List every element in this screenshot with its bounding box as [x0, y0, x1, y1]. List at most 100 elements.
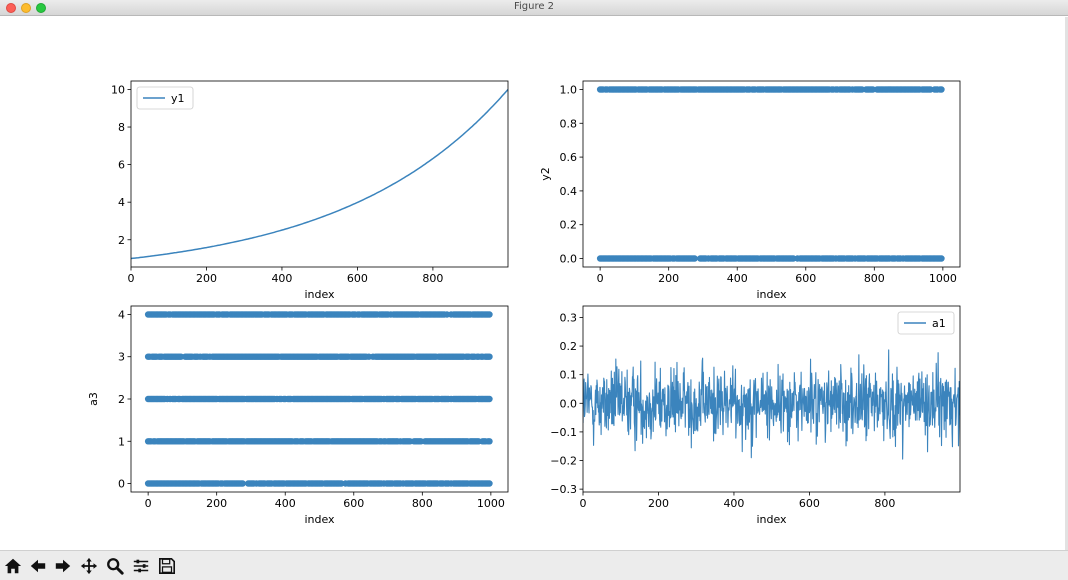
x-tick-label: 0: [580, 497, 587, 510]
legend-entry: y1: [171, 92, 185, 105]
plot-area: [131, 88, 508, 260]
x-tick-label: 0: [145, 497, 152, 510]
y-tick-label: −0.1: [550, 426, 577, 439]
pan-button[interactable]: [78, 555, 100, 577]
x-tick-label: 200: [648, 497, 669, 510]
x-axis-label: index: [304, 288, 335, 301]
scatter-level-0: [596, 255, 945, 262]
magnifier-icon: [107, 558, 124, 575]
x-tick-label: 800: [422, 272, 443, 285]
subplot-1: 0 200 400 600 800 2 4 6 8 10 index y1: [111, 80, 509, 301]
y-tick-label: −0.3: [550, 483, 577, 496]
sliders-icon: [133, 559, 149, 573]
x-tick-label: 200: [196, 272, 217, 285]
y-tick-label: 0.0: [560, 397, 578, 410]
scatter-level-1: [144, 438, 493, 445]
scatter-point: [239, 480, 246, 487]
scatter-level-4: [144, 311, 493, 318]
x-axis-label: index: [304, 513, 335, 526]
y-tick-label: 1.0: [560, 83, 578, 96]
scatter-point: [486, 438, 493, 445]
zoom-button[interactable]: [104, 555, 126, 577]
configure-subplots-button[interactable]: [130, 555, 152, 577]
series-line-y1: [131, 88, 508, 260]
y-tick-label: 4: [118, 196, 125, 209]
scatter-level-1: [596, 86, 945, 93]
x-tick-label: 600: [347, 272, 368, 285]
x-tick-label: 800: [412, 497, 433, 510]
y-tick-label: 4: [118, 308, 125, 321]
scatter-level-3: [144, 353, 493, 360]
legend: a1: [897, 311, 955, 335]
move-icon: [80, 557, 98, 575]
x-tick-label: 800: [874, 497, 895, 510]
navigation-toolbar: [0, 550, 1068, 580]
axes-frame: [582, 305, 961, 493]
plot-area: [596, 86, 945, 262]
home-icon: [4, 558, 22, 574]
x-tick-label: 400: [727, 272, 748, 285]
y-tick-label: 6: [118, 159, 125, 172]
forward-button[interactable]: [52, 555, 74, 577]
save-button[interactable]: [156, 555, 178, 577]
scatter-level-0: [144, 480, 493, 487]
scatter-point: [486, 353, 493, 360]
x-tick-label: 200: [206, 497, 227, 510]
x-tick-label: 600: [343, 497, 364, 510]
arrow-right-icon: [55, 559, 71, 573]
x-axis-label: index: [756, 288, 787, 301]
y-tick-label: 0: [118, 478, 125, 491]
scatter-point: [486, 311, 493, 318]
y-tick-label: 0.2: [560, 219, 578, 232]
scatter-point: [938, 86, 945, 93]
x-tick-label: 0: [128, 272, 135, 285]
back-button[interactable]: [27, 555, 49, 577]
scatter-level-2: [144, 395, 493, 403]
scatter-point: [486, 480, 493, 487]
subplot-2: 0 200 400 600 800 1000 0.0 0.2 0.4 0.6 0.8 1.0 index…: [539, 80, 961, 301]
y-tick-label: 0.2: [560, 340, 578, 353]
y-tick-label: 0.3: [560, 311, 578, 324]
y-tick-label: 2: [118, 234, 125, 247]
x-tick-label: 800: [864, 272, 885, 285]
y-tick-label: 0.0: [560, 253, 578, 266]
x-tick-label: 400: [723, 497, 744, 510]
y-tick-label: 10: [111, 83, 125, 96]
figure-canvas: 0 200 400 600 800 2 4 6 8 10 index y1 0 200 400 600 800 1…: [0, 17, 1068, 550]
x-tick-label: 400: [275, 497, 296, 510]
legend-entry: a1: [932, 317, 946, 330]
x-axis-label: index: [756, 513, 787, 526]
window-right-edge: [1065, 17, 1068, 550]
y-tick-label: −0.2: [550, 455, 577, 468]
axes-frame: [130, 80, 509, 268]
subplot-3: 0 200 400 600 800 1000 0 1 2 3 4 index a3: [87, 305, 509, 526]
x-tick-label: 1000: [929, 272, 957, 285]
maximize-window-button[interactable]: [36, 3, 46, 13]
scatter-point: [486, 395, 493, 403]
arrow-left-icon: [30, 559, 46, 573]
y-tick-label: 1: [118, 435, 125, 448]
plot-area: [583, 349, 960, 460]
close-window-button[interactable]: [6, 3, 16, 13]
y-tick-label: 0.4: [560, 185, 578, 198]
x-tick-label: 200: [658, 272, 679, 285]
x-tick-label: 600: [799, 497, 820, 510]
y-axis-label: y2: [539, 167, 552, 181]
scatter-point: [691, 255, 698, 262]
x-tick-label: 400: [271, 272, 292, 285]
window-title: Figure 2: [513, 1, 555, 12]
x-tick-label: 0: [597, 272, 604, 285]
legend: y1: [136, 86, 194, 110]
x-tick-label: 600: [795, 272, 816, 285]
minimize-window-button[interactable]: [21, 3, 31, 13]
subplot-4: 0 200 400 600 800 −0.3 −0.2 −0.1 0.0 0.1 0.2 0.3 ind…: [550, 305, 961, 526]
series-line-a1: [583, 349, 960, 460]
home-button[interactable]: [2, 555, 24, 577]
axes-frame: [582, 80, 961, 268]
x-tick-label: 1000: [477, 497, 505, 510]
y-tick-label: 0.1: [560, 369, 578, 382]
plot-area: [144, 311, 493, 487]
y-tick-label: 0.8: [560, 117, 578, 130]
y-tick-label: 3: [118, 351, 125, 364]
